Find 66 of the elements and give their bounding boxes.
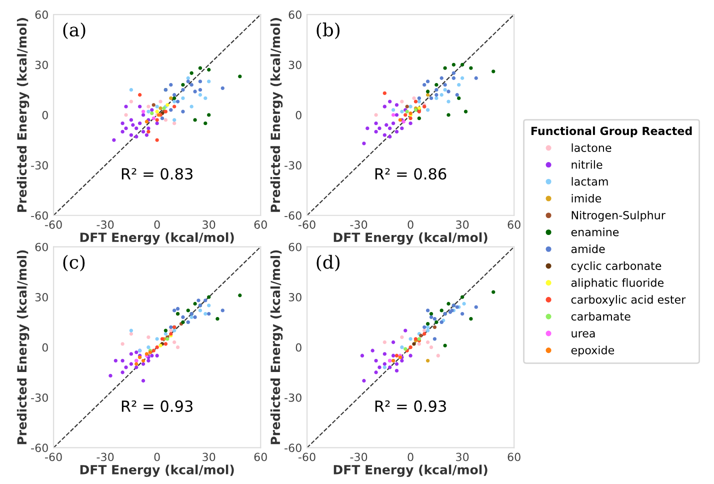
y-tick-label: -30: [284, 393, 302, 402]
annotation: R² = 0.83: [122, 168, 192, 180]
y-tick-label: 60: [288, 10, 302, 19]
legend-label: cyclic carbonate: [571, 261, 662, 272]
y-tick-label: 30: [288, 293, 302, 302]
y-tick-label: 0: [42, 343, 48, 352]
legend-label: carbamate: [571, 312, 630, 321]
y-tick-label: 30: [35, 293, 48, 302]
legend-label: epoxide: [571, 346, 614, 356]
annotation: (a): [63, 22, 86, 40]
annotation: (c): [63, 254, 85, 272]
annotation: R² = 0.93: [375, 400, 446, 412]
x-tick-label: 30: [202, 220, 216, 229]
legend-label: aliphatic fluoride: [571, 278, 664, 290]
x-tick-label: -30: [350, 220, 368, 229]
annotation: R² = 0.86: [375, 168, 446, 180]
y-tick-label: 0: [296, 110, 302, 120]
x-axis-title: DFT Energy (kcal/mol): [334, 464, 488, 477]
y-axis-title: Predicted Energy (kcal/mol): [270, 250, 283, 444]
y-tick-label: -30: [284, 161, 302, 170]
legend-label: imide: [572, 194, 602, 203]
y-tick-label: -60: [31, 444, 48, 452]
legend-label: lactam: [572, 177, 608, 186]
x-tick-label: 0: [408, 220, 414, 229]
x-tick-label: 60: [254, 452, 267, 462]
legend-label: urea: [572, 331, 595, 338]
legend-label: amide: [571, 244, 605, 254]
y-axis-title: Predicted Energy (kcal/mol): [270, 18, 283, 212]
legend-label: carboxylic acid ester: [571, 295, 686, 306]
x-tick-label: 0: [154, 220, 160, 229]
annotation: (d): [316, 254, 340, 272]
y-axis-title: Predicted Energy (kcal/mol): [16, 250, 30, 444]
y-tick-label: -60: [31, 211, 48, 220]
y-tick-label: 0: [296, 343, 302, 352]
legend-label: Nitrogen-Sulphur: [572, 210, 666, 222]
y-tick-label: 30: [288, 60, 302, 70]
x-tick-label: 60: [508, 220, 520, 229]
x-tick-label: 0: [408, 452, 414, 462]
legend-title: Functional Group Reacted: [531, 126, 692, 138]
x-axis-title: DFT Energy (kcal/mol): [80, 464, 234, 477]
y-tick-label: -30: [31, 393, 48, 402]
y-tick-label: 60: [35, 242, 48, 252]
x-tick-label: 60: [508, 452, 520, 462]
y-tick-label: 60: [35, 10, 48, 19]
x-tick-label: 0: [154, 452, 160, 462]
legend-label: nitrile: [572, 160, 602, 169]
x-tick-label: 60: [254, 220, 267, 229]
annotation: R² = 0.93: [122, 400, 192, 412]
legend-label: lactone: [572, 143, 612, 152]
annotation: (b): [316, 22, 340, 40]
x-tick-label: -30: [96, 452, 114, 462]
x-tick-label: 30: [456, 452, 469, 462]
x-tick-label: 30: [202, 452, 216, 462]
y-axis-title: Predicted Energy (kcal/mol): [16, 18, 30, 212]
x-tick-label: -30: [96, 220, 114, 229]
y-tick-label: -60: [284, 444, 302, 452]
x-axis-title: DFT Energy (kcal/mol): [80, 232, 234, 245]
x-tick-label: 30: [456, 220, 469, 229]
y-tick-label: -30: [31, 161, 48, 170]
y-tick-label: 0: [42, 110, 48, 120]
y-tick-label: -60: [284, 211, 302, 220]
x-tick-label: -30: [350, 452, 368, 462]
x-axis-title: DFT Energy (kcal/mol): [334, 232, 488, 245]
legend-label: enamine: [571, 228, 619, 236]
y-tick-label: 30: [35, 60, 48, 70]
y-tick-label: 60: [288, 242, 302, 252]
